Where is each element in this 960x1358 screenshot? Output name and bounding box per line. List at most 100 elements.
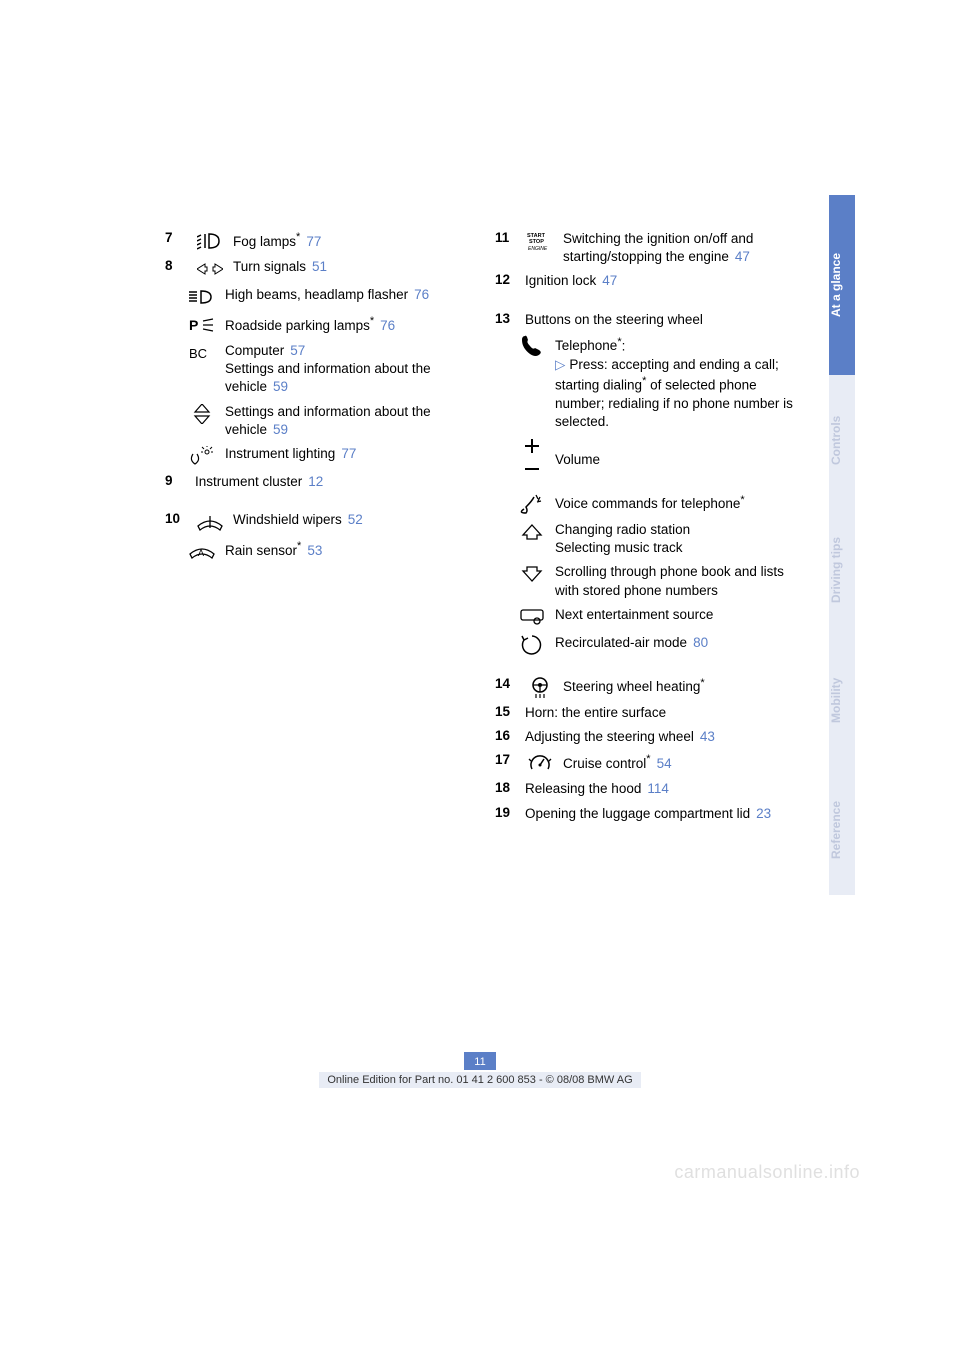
tab-controls: Controls	[829, 375, 855, 505]
svg-text:P: P	[189, 317, 198, 333]
item-text: Volume	[555, 437, 795, 469]
item-text: Roadside parking lamps76	[225, 314, 465, 335]
wipers-icon	[195, 511, 225, 533]
item-text: Next entertainment source	[555, 606, 795, 624]
item-text: Windshield wipers52	[233, 511, 465, 529]
item-number: 12	[495, 272, 517, 287]
parking-lamps-icon: P	[187, 314, 217, 336]
item-text: Cruise control54	[563, 752, 795, 773]
page-link[interactable]: 51	[312, 259, 327, 274]
item-text: Rain sensor53	[225, 539, 465, 560]
item-8-roadside-parking: P Roadside parking lamps76	[187, 314, 465, 336]
item-13-telephone: Telephone: ▷Press: accepting and ending …	[517, 335, 795, 431]
right-column: 11 STARTSTOPENGINE Switching the ignitio…	[495, 230, 795, 829]
item-text: Scrolling through phone book and lists w…	[555, 563, 795, 599]
item-text: Turn signals51	[233, 258, 465, 276]
item-text: Releasing the hood114	[525, 780, 795, 798]
watermark: carmanualsonline.info	[674, 1162, 860, 1183]
instrument-lighting-icon	[187, 445, 217, 467]
voice-icon	[517, 493, 547, 515]
item-18: 18 Releasing the hood114	[495, 780, 795, 798]
item-9: 9 Instrument cluster12	[165, 473, 465, 491]
tab-driving-tips: Driving tips	[829, 505, 855, 635]
page-link[interactable]: 80	[693, 635, 708, 650]
page-link[interactable]: 54	[657, 756, 672, 771]
item-text: Instrument cluster12	[195, 473, 465, 491]
item-13-radio-up: Changing radio stationSelecting music tr…	[517, 521, 795, 557]
item-text: Changing radio stationSelecting music tr…	[555, 521, 795, 557]
item-13-volume: Volume	[517, 437, 795, 477]
item-14: 14 Steering wheel heating	[495, 676, 795, 698]
item-13: 13 Buttons on the steering wheel	[495, 311, 795, 329]
item-text: Fog lamps77	[233, 230, 465, 251]
item-8-turn-signals: 8 Turn signals51	[165, 258, 465, 280]
page-link[interactable]: 12	[308, 474, 323, 489]
item-number: 15	[495, 704, 517, 719]
item-10-rain-sensor: A Rain sensor53	[187, 539, 465, 561]
page-link[interactable]: 23	[756, 806, 771, 821]
start-stop-icon: STARTSTOPENGINE	[525, 230, 555, 252]
turn-signals-icon	[195, 258, 225, 280]
item-text: Steering wheel heating	[563, 676, 795, 697]
item-8-instrument-lighting: Instrument lighting77	[187, 445, 465, 467]
page-link[interactable]: 59	[273, 379, 288, 394]
item-number: 17	[495, 752, 517, 767]
page-link[interactable]: 59	[273, 422, 288, 437]
page-link[interactable]: 114	[647, 781, 669, 796]
telephone-icon	[517, 335, 547, 357]
item-text: Recirculated-air mode80	[555, 634, 795, 652]
svg-text:ENGINE: ENGINE	[528, 246, 548, 252]
wheel-heating-icon	[525, 676, 555, 698]
footer: 11 Online Edition for Part no. 01 41 2 6…	[0, 1052, 960, 1088]
item-text: Ignition lock47	[525, 272, 795, 290]
item-number: 16	[495, 728, 517, 743]
high-beams-icon	[187, 286, 217, 308]
source-icon	[517, 606, 547, 628]
item-number: 9	[165, 473, 187, 488]
volume-icon	[517, 437, 547, 477]
page-link[interactable]: 52	[348, 512, 363, 527]
item-number: 19	[495, 805, 517, 820]
page-link[interactable]: 47	[602, 273, 617, 288]
item-7: 7 Fog lamps77	[165, 230, 465, 252]
footer-text: Online Edition for Part no. 01 41 2 600 …	[319, 1072, 640, 1088]
recirculate-icon	[517, 634, 547, 656]
item-17: 17 Cruise control54	[495, 752, 795, 774]
content-columns: 7 Fog lamps77 8 Turn signals51	[165, 230, 795, 829]
page-link[interactable]: 43	[700, 729, 715, 744]
item-12: 12 Ignition lock47	[495, 272, 795, 290]
item-8-high-beams: High beams, headlamp flasher76	[187, 286, 465, 308]
tab-reference: Reference	[829, 765, 855, 895]
svg-text:STOP: STOP	[529, 239, 544, 245]
svg-text:BC: BC	[189, 346, 207, 361]
item-15: 15 Horn: the entire surface	[495, 704, 795, 722]
left-column: 7 Fog lamps77 8 Turn signals51	[165, 230, 465, 829]
rain-sensor-icon: A	[187, 539, 217, 561]
page-link[interactable]: 53	[307, 543, 322, 558]
item-text: Computer57 Settings and information abou…	[225, 342, 465, 397]
item-text: Settings and information about the vehic…	[225, 403, 465, 439]
item-text: Opening the luggage compartment lid23	[525, 805, 795, 823]
item-13-next-source: Next entertainment source	[517, 606, 795, 628]
item-number: 11	[495, 230, 517, 245]
cruise-control-icon	[525, 752, 555, 774]
item-text: Switching the ignition on/off and starti…	[563, 230, 795, 266]
item-10-wipers: 10 Windshield wipers52	[165, 511, 465, 533]
item-13-voice: Voice commands for telephone	[517, 493, 795, 515]
item-text: Telephone: ▷Press: accepting and ending …	[555, 335, 795, 431]
item-text: Buttons on the steering wheel	[525, 311, 795, 329]
page-link[interactable]: 76	[380, 318, 395, 333]
page-link[interactable]: 76	[414, 287, 429, 302]
settings-icon	[187, 403, 217, 425]
fog-lamp-icon	[195, 230, 225, 252]
arrow-down-icon	[517, 563, 547, 585]
item-number: 18	[495, 780, 517, 795]
item-number: 10	[165, 511, 187, 526]
page-link[interactable]: 47	[735, 249, 750, 264]
item-text: Voice commands for telephone	[555, 493, 795, 514]
item-text: Instrument lighting77	[225, 445, 465, 463]
page-link[interactable]: 77	[341, 446, 356, 461]
item-text: High beams, headlamp flasher76	[225, 286, 465, 304]
page-link[interactable]: 57	[290, 343, 305, 358]
page-link[interactable]: 77	[306, 234, 321, 249]
